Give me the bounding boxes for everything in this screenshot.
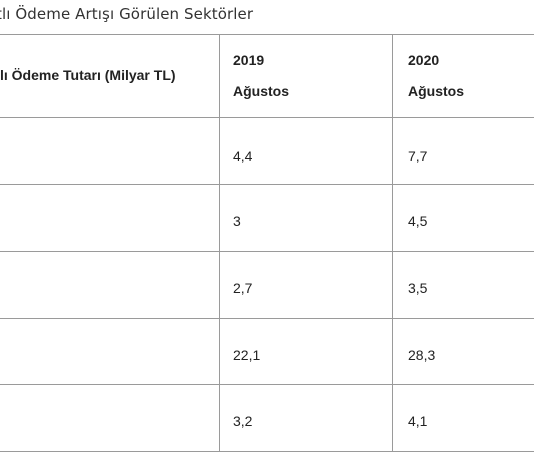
row-divider bbox=[0, 251, 534, 252]
cell-2020: 7,7 bbox=[408, 148, 428, 164]
table-title: tlı Ödeme Artışı Görülen Sektörler bbox=[0, 5, 254, 23]
table-border-bottom bbox=[0, 451, 534, 452]
column-divider bbox=[219, 34, 220, 451]
header-payment-amount: lı Ödeme Tutarı (Milyar TL) bbox=[0, 67, 176, 83]
header-2019-year: 2019 bbox=[233, 52, 265, 68]
cell-2019: 3,2 bbox=[233, 413, 253, 429]
cell-2019: 2,7 bbox=[233, 280, 253, 296]
cell-2020: 3,5 bbox=[408, 280, 428, 296]
row-divider bbox=[0, 384, 534, 385]
row-divider bbox=[0, 184, 534, 185]
column-divider bbox=[392, 34, 393, 451]
row-divider bbox=[0, 318, 534, 319]
sector-payment-table: lı Ödeme Tutarı (Milyar TL) 2019 Ağustos… bbox=[0, 34, 534, 454]
header-2019-month: Ağustos bbox=[233, 83, 289, 99]
row-divider bbox=[0, 117, 534, 118]
header-2020-month: Ağustos bbox=[408, 83, 464, 99]
cell-2020: 4,5 bbox=[408, 213, 428, 229]
table-border-top bbox=[0, 34, 534, 35]
cell-2020: 4,1 bbox=[408, 413, 428, 429]
cell-2019: 22,1 bbox=[233, 347, 261, 363]
cell-2020: 28,3 bbox=[408, 347, 436, 363]
cell-2019: 3 bbox=[233, 213, 241, 229]
cell-2019: 4,4 bbox=[233, 148, 253, 164]
header-2020-year: 2020 bbox=[408, 52, 440, 68]
